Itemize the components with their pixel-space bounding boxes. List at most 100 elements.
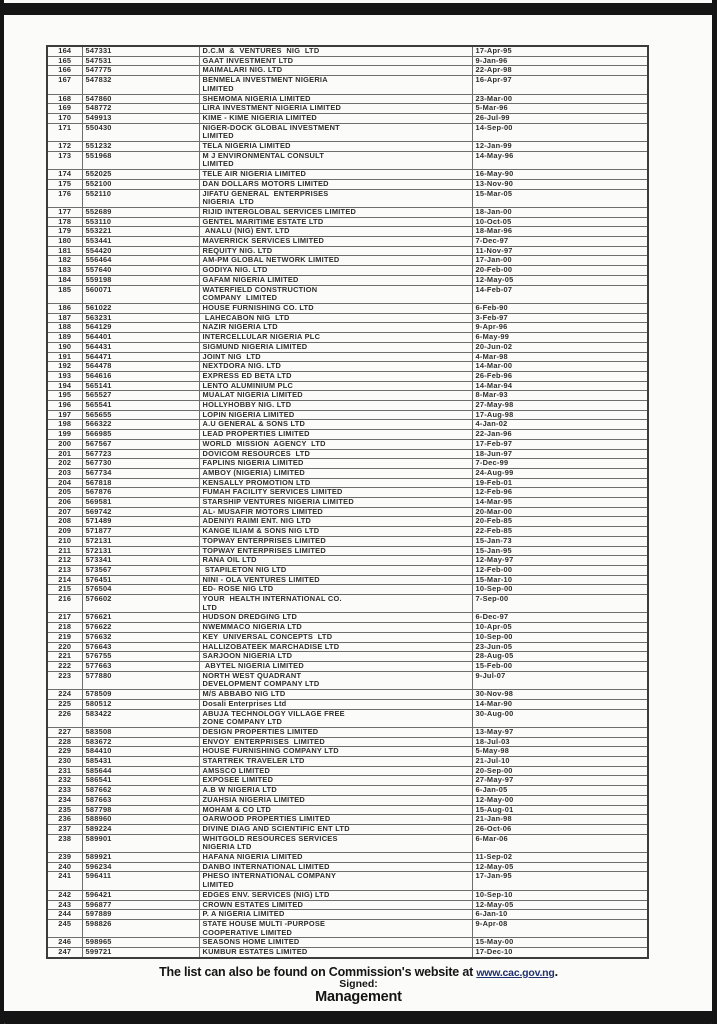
rc-number-cell: 561022 — [81, 302, 200, 314]
table-row: 232 586541 EXPOSEE LIMITED 27-May-97 — [46, 775, 649, 787]
serial-cell: 177 — [46, 206, 83, 218]
table-row: 223 577880 NORTH WEST QUADRANT DEVELOPMENT… — [46, 670, 649, 691]
date-cell: 14-Mar-00 — [471, 361, 649, 372]
company-name-cell: NEXTDORA NIG. LTD — [198, 361, 473, 372]
serial-cell: 209 — [46, 526, 83, 537]
serial-cell: 195 — [46, 390, 83, 402]
serial-cell: 198 — [46, 419, 83, 431]
date-cell: 15-Mar-10 — [471, 574, 649, 586]
date-cell: 30-Nov-98 — [471, 689, 649, 700]
company-name-cell: BENMELA INVESTMENT NIGERIA LIMITED — [198, 75, 473, 95]
table-row: 236 588960 OARWOOD PROPERTIES LIMITED 21-Ja… — [46, 814, 649, 825]
serial-cell: 194 — [46, 380, 83, 392]
company-name-cell: DESIGN PROPERTIES LIMITED — [198, 726, 473, 738]
table-row: 222 577663 ABYTEL NIGERIA LIMITED 15-Feb-0… — [46, 661, 649, 672]
serial-cell: 220 — [46, 641, 83, 653]
date-cell: 15-Aug-01 — [471, 804, 649, 816]
serial-cell: 190 — [46, 341, 83, 353]
table-row: 174 552025 TELE AIR NIGERIA LIMITED 16-May-… — [46, 169, 649, 180]
table-row: 198 566322 A.U GENERAL & SONS LTD 4-Jan-02 — [46, 419, 649, 431]
table-row: 176 552110 JIFATU GENERAL ENTERPRISES NIGE… — [46, 188, 649, 208]
date-cell: 10-Sep-00 — [471, 584, 649, 596]
page-border-bottom — [0, 1011, 717, 1024]
company-name-cell: ANALU (NIG) ENT. LTD — [198, 226, 473, 238]
serial-cell: 239 — [46, 852, 83, 863]
rc-number-cell: 564616 — [81, 370, 200, 382]
date-cell: 12-May-00 — [471, 794, 649, 806]
rc-number-cell: 554420 — [81, 245, 200, 257]
company-name-cell: SIGMUND NIGERIA LIMITED — [198, 341, 473, 353]
date-cell: 18-Jun-97 — [471, 448, 649, 460]
serial-cell: 241 — [46, 871, 83, 891]
rc-number-cell: 559198 — [81, 274, 200, 286]
date-cell: 20-Feb-00 — [471, 265, 649, 276]
rc-number-cell: 564471 — [81, 351, 200, 363]
serial-cell: 229 — [46, 746, 83, 758]
cac-website-link[interactable]: www.cac.gov.ng — [476, 967, 555, 979]
page-border-left — [0, 0, 4, 1024]
table-row: 217 576621 HUDSON DREDGING LTD 6-Dec-97 — [46, 612, 649, 624]
rc-number-cell: 569581 — [81, 497, 200, 508]
date-cell: 12-May-97 — [471, 555, 649, 566]
rc-number-cell: 599721 — [81, 947, 200, 959]
company-name-cell: ED- ROSE NIG LTD — [198, 584, 473, 596]
rc-number-cell: 576451 — [81, 574, 200, 586]
company-name-cell: EXPRESS ED BETA LTD — [198, 370, 473, 382]
serial-cell: 174 — [46, 169, 83, 180]
rc-number-cell: 596234 — [81, 861, 200, 873]
serial-cell: 182 — [46, 255, 83, 267]
rc-number-cell: 548772 — [81, 103, 200, 114]
rc-number-cell: 580512 — [81, 698, 200, 710]
rc-number-cell: 587798 — [81, 804, 200, 816]
table-row: 209 571877 KANGE ILIAM & SONS NIG LTD 22-Fe… — [46, 526, 649, 537]
serial-cell: 175 — [46, 178, 83, 190]
rc-number-cell: 583672 — [81, 736, 200, 748]
rc-number-cell: 598826 — [81, 918, 200, 939]
date-cell: 17-Dec-10 — [471, 947, 649, 959]
table-row: 208 571489 ADENIYI RAIMI ENT. NIG LTD 20-Fe… — [46, 516, 649, 528]
serial-cell: 184 — [46, 274, 83, 286]
company-name-cell: MUALAT NIGERIA LIMITED — [198, 390, 473, 402]
company-name-cell: EDGES ENV. SERVICES (NIG) LTD — [198, 889, 473, 901]
serial-cell: 225 — [46, 698, 83, 710]
table-row: 191 564471 JOINT NIG LTD 4-Mar-98 — [46, 351, 649, 363]
date-cell: 5-Mar-96 — [471, 103, 649, 114]
company-name-cell: TELE AIR NIGERIA LIMITED — [198, 169, 473, 180]
table-row: 205 567876 FUMAH FACILITY SERVICES LIMITED… — [46, 487, 649, 499]
date-cell: 8-Mar-93 — [471, 390, 649, 402]
rc-number-cell: 552025 — [81, 169, 200, 180]
company-name-cell: MAIMALARI NIG. LTD — [198, 65, 473, 77]
date-cell: 6-Mar-06 — [471, 833, 649, 854]
serial-cell: 228 — [46, 736, 83, 748]
table-row: 200 567567 WORLD MISSION AGENCY LTD 17-Feb-… — [46, 438, 649, 450]
rc-number-cell: 564431 — [81, 341, 200, 353]
serial-cell: 215 — [46, 584, 83, 596]
page-border-top — [0, 3, 717, 15]
serial-cell: 186 — [46, 302, 83, 314]
table-row: 203 567734 AMBOY (NIGERIA) LIMITED 24-Aug-9… — [46, 467, 649, 479]
date-cell: 3-Feb-97 — [471, 312, 649, 324]
date-cell: 6-Dec-97 — [471, 612, 649, 624]
rc-number-cell: 563231 — [81, 312, 200, 324]
table-row: 234 587663 ZUAHSIA NIGERIA LIMITED 12-May-0… — [46, 794, 649, 806]
page-border-right — [712, 0, 717, 1024]
company-name-cell: RIJID INTERGLOBAL SERVICES LIMITED — [198, 206, 473, 218]
serial-cell: 187 — [46, 312, 83, 324]
serial-cell: 200 — [46, 438, 83, 450]
table-row: 186 561022 HOUSE FURNISHING CO. LTD 6-Feb-9… — [46, 302, 649, 314]
serial-cell: 204 — [46, 477, 83, 489]
serial-cell: 240 — [46, 861, 83, 873]
company-name-cell: HAFANA NIGERIA LIMITED — [198, 852, 473, 863]
serial-cell: 237 — [46, 823, 83, 835]
table-row: 204 567818 KENSALLY PROMOTION LTD 19-Feb-01 — [46, 477, 649, 489]
company-name-cell: ABUJA TECHNOLOGY VILLAGE FREE ZONE COMPA… — [198, 708, 473, 728]
company-name-cell: ENVOY ENTERPRISES LIMITED — [198, 736, 473, 748]
footer-note: The list can also be found on Commission… — [0, 965, 717, 979]
company-name-cell: HALLIZOBATEEK MARCHADISE LTD — [198, 641, 473, 653]
rc-number-cell: 553441 — [81, 236, 200, 247]
serial-cell: 247 — [46, 947, 83, 959]
company-name-cell: STAPILETON NIG LTD — [198, 564, 473, 576]
rc-number-cell: 551968 — [81, 150, 200, 171]
table-row: 164 547331 D.C.M & VENTURES NIG LTD 17-Apr-… — [46, 45, 649, 57]
table-row: 247 599721 KUMBUR ESTATES LIMITED 17-Dec-10 — [46, 947, 649, 959]
